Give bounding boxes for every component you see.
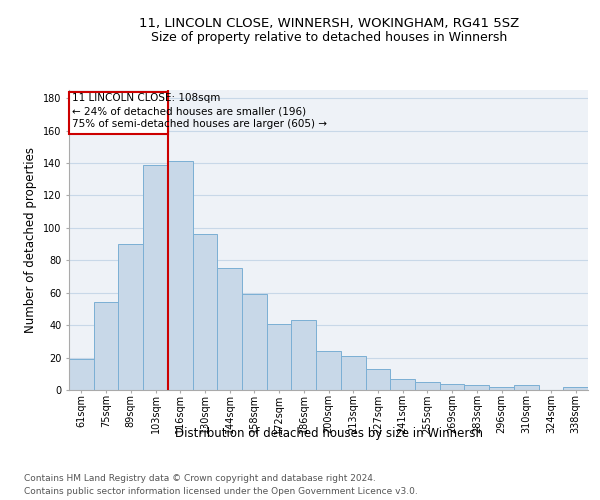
- Text: Contains public sector information licensed under the Open Government Licence v3: Contains public sector information licen…: [24, 488, 418, 496]
- Bar: [193, 234, 217, 390]
- Bar: [489, 387, 514, 390]
- Bar: [440, 384, 464, 390]
- Bar: [69, 359, 94, 390]
- Bar: [341, 356, 365, 390]
- Bar: [563, 387, 588, 390]
- Bar: [365, 369, 390, 390]
- Bar: [267, 324, 292, 390]
- Bar: [168, 162, 193, 390]
- Text: Contains HM Land Registry data © Crown copyright and database right 2024.: Contains HM Land Registry data © Crown c…: [24, 474, 376, 483]
- Bar: [514, 385, 539, 390]
- Text: Distribution of detached houses by size in Winnersh: Distribution of detached houses by size …: [175, 428, 483, 440]
- Bar: [316, 351, 341, 390]
- Bar: [242, 294, 267, 390]
- Bar: [464, 385, 489, 390]
- Bar: [390, 378, 415, 390]
- Bar: [143, 164, 168, 390]
- Text: 11, LINCOLN CLOSE, WINNERSH, WOKINGHAM, RG41 5SZ: 11, LINCOLN CLOSE, WINNERSH, WOKINGHAM, …: [139, 18, 519, 30]
- Bar: [118, 244, 143, 390]
- Bar: [94, 302, 118, 390]
- Text: Size of property relative to detached houses in Winnersh: Size of property relative to detached ho…: [151, 31, 507, 44]
- Bar: [415, 382, 440, 390]
- Text: 11 LINCOLN CLOSE: 108sqm
← 24% of detached houses are smaller (196)
75% of semi-: 11 LINCOLN CLOSE: 108sqm ← 24% of detach…: [72, 93, 327, 130]
- Bar: [217, 268, 242, 390]
- Bar: [292, 320, 316, 390]
- FancyBboxPatch shape: [69, 92, 168, 134]
- Y-axis label: Number of detached properties: Number of detached properties: [25, 147, 37, 333]
